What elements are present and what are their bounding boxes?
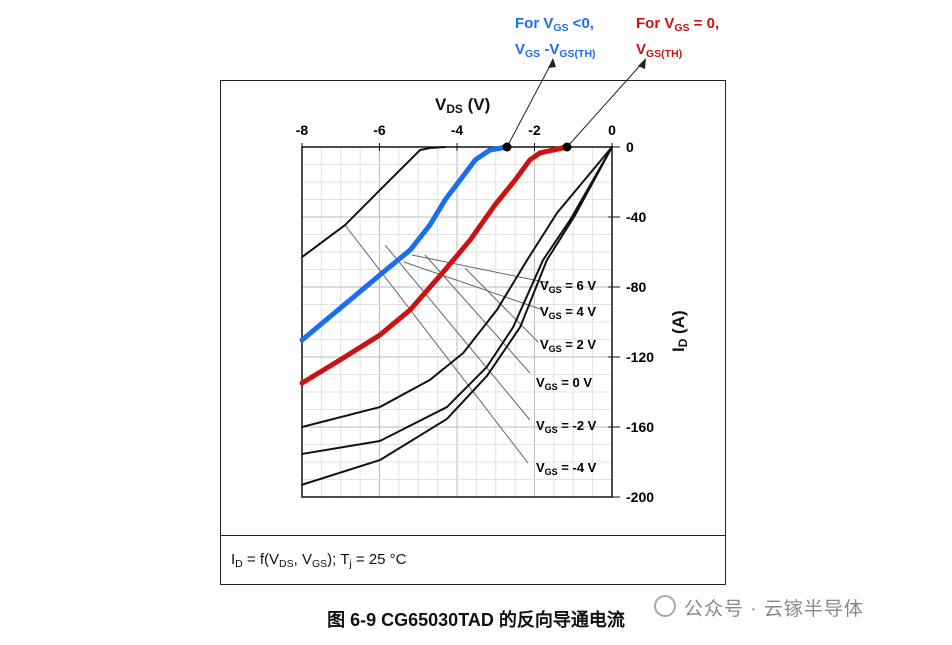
vgs-label: VGS = -2 V xyxy=(536,418,597,435)
threshold-marker xyxy=(502,142,512,152)
arrowhead-icon xyxy=(638,58,646,69)
frame-divider xyxy=(220,535,726,536)
x-tick-label: -6 xyxy=(373,122,386,138)
vgs-label: VGS = -4 V xyxy=(536,460,597,477)
y-tick-label: -120 xyxy=(626,349,654,365)
vgs-label: VGS = 0 V xyxy=(536,375,592,392)
x-tick-label: -2 xyxy=(528,122,541,138)
figure-frame xyxy=(220,80,726,585)
vgs-label: VGS = 2 V xyxy=(540,337,596,354)
wechat-icon xyxy=(654,595,676,617)
y-tick-label: 0 xyxy=(626,139,634,155)
y-tick-label: -80 xyxy=(626,279,646,295)
y-tick-label: -160 xyxy=(626,419,654,435)
vgs-leader-line xyxy=(411,254,550,284)
vgs-leader-line xyxy=(403,261,544,311)
vgs-leader-line xyxy=(464,267,539,343)
series-line xyxy=(301,146,613,455)
annotation-arrow-red xyxy=(566,59,646,148)
y-tick-label: -200 xyxy=(626,489,654,505)
arrowhead-icon xyxy=(548,58,556,68)
vgs-leader-line xyxy=(344,224,529,464)
vgs-leader-line xyxy=(384,244,531,421)
series-line xyxy=(299,144,570,386)
x-tick-label: 0 xyxy=(608,122,616,138)
threshold-marker xyxy=(562,142,572,152)
vgs-label: VGS = 4 V xyxy=(540,304,596,321)
series-line xyxy=(301,146,446,259)
figure-caption: 图 6-9 CG65030TAD 的反向导通电流 xyxy=(327,610,625,630)
watermark: 公众号 · 云镓半导体 xyxy=(684,599,864,620)
x-tick-label: -8 xyxy=(296,122,309,138)
y-tick-label: -40 xyxy=(626,209,646,225)
annotation-arrow-blue xyxy=(506,59,554,148)
series-line xyxy=(301,146,613,486)
y-axis-label: ID (A) xyxy=(669,310,690,352)
series-line xyxy=(299,144,510,343)
annotation-vgs-zero: For VGS = 0, VGS(TH) xyxy=(636,15,720,60)
vgs-label: VGS = 6 V xyxy=(540,278,596,295)
annotation-vgs-negative: For VGS <0, VGS -VGS(TH) xyxy=(515,15,596,60)
x-tick-label: -4 xyxy=(451,122,464,138)
figure-footer: ID = f(VDS, VGS); Tj = 25 °C xyxy=(231,551,407,570)
series-line xyxy=(301,146,613,428)
x-axis-label: VDS (V) xyxy=(435,95,491,116)
